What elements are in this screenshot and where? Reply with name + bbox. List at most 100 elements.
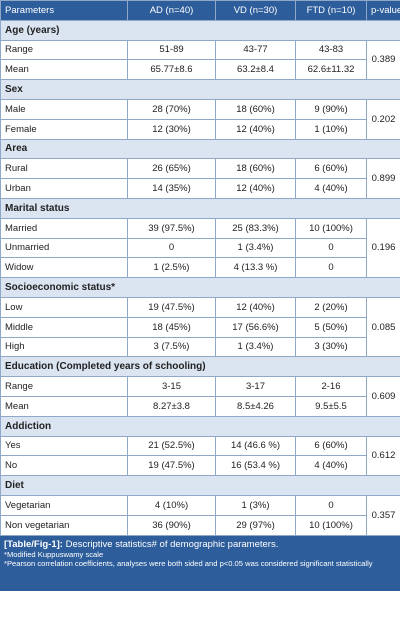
value-cell: 8.5±4.26	[215, 395, 296, 417]
row-label: Middle	[0, 316, 128, 338]
value-cell: 9 (90%)	[295, 98, 367, 120]
data-row: Female 12 (30%) 12 (40%) 1 (10%)	[0, 118, 400, 140]
data-row: Widow 1 (2.5%) 4 (13.3 %) 0	[0, 257, 400, 279]
data-row: Mean 65.77±8.6 63.2±8.4 62.6±11.32	[0, 59, 400, 81]
value-cell: 3 (7.5%)	[127, 336, 216, 358]
value-cell: 43-83	[295, 39, 367, 61]
table-body: Age (years) Range 51-89 43-77 43-83 0.389 Mean…	[0, 19, 400, 536]
value-cell: 39 (97.5%)	[127, 217, 216, 239]
value-cell: 19 (47.5%)	[127, 296, 216, 318]
data-row: Urban 14 (35%) 12 (40%) 4 (40%)	[0, 178, 400, 199]
value-cell: 19 (47.5%)	[127, 455, 216, 477]
caption-line: [Table/Fig-1]: Descriptive statistics# o…	[4, 539, 396, 550]
value-cell: 4 (13.3 %)	[215, 257, 296, 279]
value-cell: 26 (65%)	[127, 158, 216, 180]
value-cell: 0	[127, 237, 216, 259]
row-label: Range	[0, 39, 128, 61]
value-cell: 25 (83.3%)	[215, 217, 296, 239]
row-label: Male	[0, 98, 128, 120]
header-cell: AD (n=40)	[127, 0, 216, 21]
data-row: Non vegetarian 36 (90%) 29 (97%) 10 (100%)	[0, 514, 400, 536]
value-cell: 5 (50%)	[295, 316, 367, 338]
value-cell: 17 (56.6%)	[215, 316, 296, 338]
value-cell: 1 (3.4%)	[215, 336, 296, 358]
value-cell: 28 (70%)	[127, 98, 216, 120]
row-label: Widow	[0, 257, 128, 279]
value-cell: 1 (10%)	[295, 118, 367, 140]
value-cell: 1 (2.5%)	[127, 257, 216, 279]
value-cell: 21 (52.5%)	[127, 435, 216, 457]
p-value-cell: 0.609	[366, 376, 400, 417]
p-value-cell: 0.612	[366, 435, 400, 477]
value-cell: 2-16	[295, 376, 367, 397]
header-cell: VD (n=30)	[215, 0, 296, 21]
section-title: Marital status	[0, 197, 400, 219]
row-label: Low	[0, 296, 128, 318]
value-cell: 3-15	[127, 376, 216, 397]
value-cell: 29 (97%)	[215, 514, 296, 536]
value-cell: 51-89	[127, 39, 216, 61]
section-row: Education (Completed years of schooling)	[0, 356, 400, 378]
header-cell: Parameters	[0, 0, 128, 21]
value-cell: 0	[295, 257, 367, 279]
value-cell: 3 (30%)	[295, 336, 367, 358]
data-row: Vegetarian 4 (10%) 1 (3%) 0 0.357	[0, 494, 400, 536]
section-row: Area	[0, 138, 400, 160]
data-row: No 19 (47.5%) 16 (53.4 %) 4 (40%)	[0, 455, 400, 477]
value-cell: 14 (46.6 %)	[215, 435, 296, 457]
data-row: Male 28 (70%) 18 (60%) 9 (90%) 0.202	[0, 98, 400, 140]
value-cell: 63.2±8.4	[215, 59, 296, 81]
caption-text: Descriptive statistics# of demographic p…	[65, 538, 279, 550]
section-row: Diet	[0, 475, 400, 496]
data-row: Range 51-89 43-77 43-83 0.389	[0, 39, 400, 81]
header-cell: p-value	[366, 0, 400, 21]
section-title: Area	[0, 138, 400, 160]
header-row: Parameters AD (n=40) VD (n=30) FTD (n=10) p-…	[0, 0, 400, 21]
data-row: Unmarried 0 1 (3.4%) 0	[0, 237, 400, 259]
row-label: Non vegetarian	[0, 514, 128, 536]
row-label: Range	[0, 376, 128, 397]
caption-note: *Pearson correlation coefficients, analy…	[4, 558, 373, 568]
value-cell: 18 (60%)	[215, 158, 296, 180]
value-cell: 0	[295, 494, 367, 516]
row-label: Rural	[0, 158, 128, 180]
value-cell: 62.6±11.32	[295, 59, 367, 81]
p-value-cell: 0.899	[366, 158, 400, 199]
data-table: Parameters AD (n=40) VD (n=30) FTD (n=10) p-…	[0, 0, 400, 536]
row-label: High	[0, 336, 128, 358]
value-cell: 3-17	[215, 376, 296, 397]
value-cell: 12 (30%)	[127, 118, 216, 140]
row-label: Urban	[0, 178, 128, 199]
data-row: Married 39 (97.5%) 25 (83.3%) 10 (100%) 0.19…	[0, 217, 400, 279]
p-value-cell: 0.202	[366, 98, 400, 140]
row-label: Vegetarian	[0, 494, 128, 516]
value-cell: 12 (40%)	[215, 118, 296, 140]
value-cell: 18 (60%)	[215, 98, 296, 120]
value-cell: 8.27±3.8	[127, 395, 216, 417]
data-row: Middle 18 (45%) 17 (56.6%) 5 (50%)	[0, 316, 400, 338]
p-value-cell: 0.085	[366, 296, 400, 358]
p-value-cell: 0.357	[366, 494, 400, 536]
caption-label: [Table/Fig-1]:	[4, 538, 63, 550]
section-title: Age (years)	[0, 19, 400, 41]
value-cell: 12 (40%)	[215, 296, 296, 318]
row-label: Married	[0, 217, 128, 239]
row-label: Female	[0, 118, 128, 140]
section-row: Age (years)	[0, 19, 400, 41]
data-row: Range 3-15 3-17 2-16 0.609	[0, 376, 400, 417]
value-cell: 4 (40%)	[295, 455, 367, 477]
data-row: Mean 8.27±3.8 8.5±4.26 9.5±5.5	[0, 395, 400, 417]
value-cell: 14 (35%)	[127, 178, 216, 199]
row-label: No	[0, 455, 128, 477]
value-cell: 10 (100%)	[295, 514, 367, 536]
value-cell: 10 (100%)	[295, 217, 367, 239]
p-value-cell: 0.389	[366, 39, 400, 81]
section-row: Marital status	[0, 197, 400, 219]
data-row: Rural 26 (65%) 18 (60%) 6 (60%) 0.899	[0, 158, 400, 199]
value-cell: 43-77	[215, 39, 296, 61]
value-cell: 65.77±8.6	[127, 59, 216, 81]
row-label: Unmarried	[0, 237, 128, 259]
value-cell: 12 (40%)	[215, 178, 296, 199]
value-cell: 6 (60%)	[295, 158, 367, 180]
p-value-cell: 0.196	[366, 217, 400, 279]
